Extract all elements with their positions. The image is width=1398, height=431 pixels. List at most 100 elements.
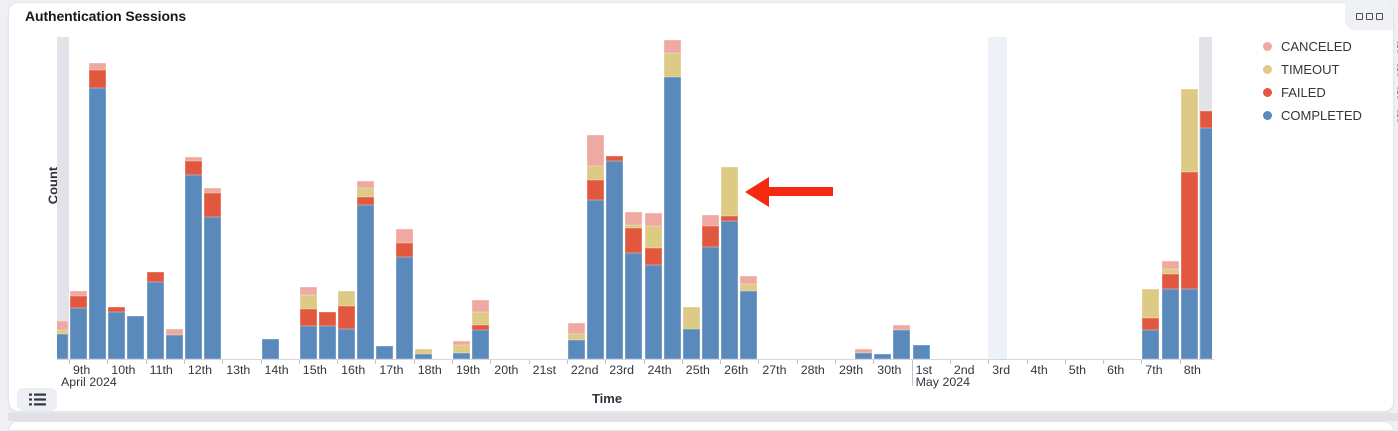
segment-completed[interactable] bbox=[874, 354, 892, 359]
segment-canceled[interactable] bbox=[855, 349, 873, 354]
bar-apr-15-pm[interactable] bbox=[318, 312, 336, 359]
legend-toggle-button[interactable] bbox=[17, 388, 57, 411]
segment-canceled[interactable] bbox=[184, 156, 202, 161]
segment-failed[interactable] bbox=[587, 179, 605, 200]
segment-failed[interactable] bbox=[146, 271, 164, 282]
bar-apr-19-am[interactable] bbox=[453, 341, 470, 359]
segment-canceled[interactable] bbox=[57, 321, 68, 331]
segment-completed[interactable] bbox=[625, 253, 643, 359]
bar-apr-10-am[interactable] bbox=[108, 307, 126, 359]
segment-completed[interactable] bbox=[682, 329, 700, 359]
segment-failed[interactable] bbox=[108, 307, 126, 313]
bar-apr-23-am[interactable] bbox=[606, 155, 624, 359]
segment-completed[interactable] bbox=[57, 334, 68, 359]
segment-canceled[interactable] bbox=[70, 290, 87, 296]
segment-timeout[interactable] bbox=[1180, 88, 1198, 172]
segment-timeout[interactable] bbox=[57, 330, 68, 335]
segment-failed[interactable] bbox=[1199, 111, 1212, 129]
segment-completed[interactable] bbox=[606, 160, 624, 359]
segment-completed[interactable] bbox=[740, 290, 758, 359]
segment-completed[interactable] bbox=[855, 353, 873, 359]
segment-failed[interactable] bbox=[357, 196, 375, 206]
segment-completed[interactable] bbox=[893, 330, 911, 359]
segment-canceled[interactable] bbox=[587, 135, 605, 166]
segment-completed[interactable] bbox=[165, 335, 183, 359]
bar-apr-12-am[interactable] bbox=[184, 156, 202, 359]
segment-completed[interactable] bbox=[587, 199, 605, 359]
segment-failed[interactable] bbox=[701, 226, 719, 248]
segment-timeout[interactable] bbox=[682, 307, 700, 330]
bar-apr-30-pm[interactable] bbox=[893, 325, 911, 359]
bar-may-7-am[interactable] bbox=[1142, 288, 1160, 359]
bar-apr-11-am[interactable] bbox=[146, 271, 164, 359]
segment-failed[interactable] bbox=[70, 295, 87, 309]
segment-completed[interactable] bbox=[357, 205, 375, 359]
legend-item-canceled[interactable]: CANCELED bbox=[1263, 39, 1398, 54]
segment-completed[interactable] bbox=[146, 281, 164, 359]
segment-completed[interactable] bbox=[453, 353, 470, 359]
segment-completed[interactable] bbox=[663, 76, 681, 359]
segment-timeout[interactable] bbox=[453, 345, 470, 354]
segment-timeout[interactable] bbox=[663, 52, 681, 77]
bar-apr-22-am[interactable] bbox=[567, 323, 585, 359]
bar-apr-9-pm[interactable] bbox=[89, 62, 107, 359]
segment-failed[interactable] bbox=[1142, 318, 1160, 331]
segment-timeout[interactable] bbox=[567, 334, 585, 341]
segment-timeout[interactable] bbox=[1161, 268, 1179, 274]
segment-canceled[interactable] bbox=[395, 229, 413, 244]
bar-apr-15-am[interactable] bbox=[299, 286, 317, 359]
bar-apr-18-am[interactable] bbox=[414, 349, 432, 359]
bar-apr-16-am[interactable] bbox=[338, 290, 356, 359]
segment-canceled[interactable] bbox=[453, 341, 470, 346]
segment-failed[interactable] bbox=[1180, 171, 1198, 289]
segment-failed[interactable] bbox=[184, 160, 202, 175]
legend-item-completed[interactable]: COMPLETED bbox=[1263, 108, 1398, 123]
segment-completed[interactable] bbox=[318, 326, 336, 359]
segment-canceled[interactable] bbox=[644, 213, 662, 227]
segment-completed[interactable] bbox=[1142, 330, 1160, 359]
segment-failed[interactable] bbox=[606, 155, 624, 161]
bar-apr-19-pm[interactable] bbox=[472, 299, 490, 359]
bar-apr-25-am[interactable] bbox=[682, 307, 700, 359]
segment-failed[interactable] bbox=[338, 305, 356, 330]
segment-timeout[interactable] bbox=[357, 187, 375, 197]
segment-completed[interactable] bbox=[1180, 288, 1198, 359]
segment-timeout[interactable] bbox=[587, 165, 605, 180]
segment-timeout[interactable] bbox=[625, 225, 643, 229]
segment-completed[interactable] bbox=[721, 221, 739, 359]
bar-apr-8-pm[interactable] bbox=[57, 321, 68, 359]
segment-failed[interactable] bbox=[721, 216, 739, 222]
bar-apr-23-pm[interactable] bbox=[625, 212, 643, 359]
segment-completed[interactable] bbox=[338, 329, 356, 359]
bar-apr-22-pm[interactable] bbox=[587, 135, 605, 359]
segment-failed[interactable] bbox=[89, 69, 107, 88]
segment-failed[interactable] bbox=[318, 312, 336, 327]
segment-completed[interactable] bbox=[395, 256, 413, 359]
segment-canceled[interactable] bbox=[165, 329, 183, 336]
segment-timeout[interactable] bbox=[721, 166, 739, 217]
segment-canceled[interactable] bbox=[567, 323, 585, 335]
bar-apr-9-am[interactable] bbox=[70, 290, 87, 359]
bar-apr-11-pm[interactable] bbox=[165, 329, 183, 359]
bar-apr-17-pm[interactable] bbox=[395, 229, 413, 359]
segment-failed[interactable] bbox=[625, 228, 643, 253]
bar-apr-25-pm[interactable] bbox=[701, 215, 719, 359]
segment-timeout[interactable] bbox=[1142, 288, 1160, 319]
bar-apr-16-pm[interactable] bbox=[357, 180, 375, 359]
panel-options-button[interactable] bbox=[1345, 2, 1393, 30]
segment-completed[interactable] bbox=[376, 346, 394, 359]
bar-apr-12-pm[interactable] bbox=[204, 187, 222, 359]
segment-canceled[interactable] bbox=[663, 39, 681, 53]
bar-apr-24-pm[interactable] bbox=[663, 39, 681, 359]
bar-may-1-am[interactable] bbox=[912, 345, 930, 359]
segment-completed[interactable] bbox=[567, 340, 585, 359]
segment-canceled[interactable] bbox=[89, 62, 107, 70]
segment-completed[interactable] bbox=[89, 87, 107, 359]
segment-canceled[interactable] bbox=[299, 286, 317, 295]
segment-completed[interactable] bbox=[1161, 288, 1179, 359]
bar-apr-26-am[interactable] bbox=[721, 166, 739, 359]
bar-apr-30-am[interactable] bbox=[874, 354, 892, 359]
bar-apr-10-pm[interactable] bbox=[127, 316, 145, 359]
segment-failed[interactable] bbox=[395, 243, 413, 257]
segment-failed[interactable] bbox=[204, 192, 222, 218]
